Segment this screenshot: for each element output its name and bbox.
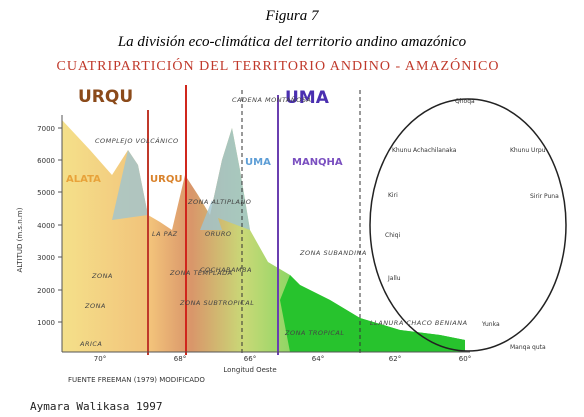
x-tick-label: 68° — [174, 355, 186, 363]
zone-label: COCHABAMBA — [200, 266, 252, 274]
zone-label: ZONA SUBTROPICAL — [179, 299, 254, 307]
zone-label: LLANURA CHACO BENIANA — [370, 319, 468, 327]
zone-label: LA PAZ — [152, 230, 178, 238]
region: MANQHA — [292, 157, 343, 168]
heading: CUATRIPARTICIÓN DEL TERRITORIO ANDINO - … — [57, 57, 500, 74]
cycle-label: Chiqi — [385, 232, 400, 239]
zone-label: ZONA TEMPLADA — [169, 269, 233, 277]
cycle-ellipse — [369, 98, 567, 352]
zone-label: CADENA MONTAÑOSA — [232, 95, 311, 104]
cycle-label: Manqa quta — [510, 344, 546, 351]
zone-label: ZONA — [91, 272, 113, 280]
x-tick-label: 70° — [94, 355, 106, 363]
x-title: Longitud Oeste — [223, 366, 276, 374]
region: UMA — [285, 88, 330, 108]
x-tick-label: 66° — [244, 355, 256, 363]
cycle-label: Khunu Urpu — [510, 147, 546, 154]
cycle-label: Jallu — [387, 275, 401, 282]
y-tick-label: 7000 — [37, 125, 55, 133]
cycle-label: Yunka — [481, 321, 500, 328]
zone-label: COMPLEJO VOLCÁNICO — [95, 136, 179, 145]
zone-label: ZONA ALTIPLANO — [187, 198, 251, 206]
cycle-label: Kiri — [388, 192, 398, 199]
y-tick-label: 1000 — [37, 319, 55, 327]
zone-label: ZONA — [84, 302, 106, 310]
figure-label: Figura 7 — [265, 8, 320, 24]
source: FUENTE FREEMAN (1979) MODIFICADO — [68, 376, 205, 384]
x-tick-label: 62° — [389, 355, 401, 363]
y-tick-label: 5000 — [37, 189, 55, 197]
x-tick-label: 64° — [312, 355, 324, 363]
y-title: ALTITUD (m.s.n.m) — [16, 207, 24, 272]
x-tick-label: 60° — [459, 355, 471, 363]
snow-peaks — [112, 128, 250, 230]
region: ALATA — [66, 174, 101, 185]
zone-label: ARICA — [79, 340, 102, 348]
y-tick-label: 2000 — [37, 287, 55, 295]
lowland — [280, 275, 465, 352]
caption: La división eco-climática del territorio… — [117, 34, 467, 50]
cycle-label: Khunu Achachilanaka — [392, 147, 457, 154]
zone-label: ORURO — [205, 230, 232, 238]
zone-label: ZONA SUBANDINA — [299, 249, 367, 257]
y-tick-label: 3000 — [37, 254, 55, 262]
region: URQU — [150, 174, 182, 185]
cycle-label: Qhoqa — [455, 98, 475, 105]
credit: Aymara Walikasa 1997 — [30, 400, 162, 413]
y-tick-label: 4000 — [37, 222, 55, 230]
region: UMA — [245, 157, 271, 168]
y-tick-label: 6000 — [37, 157, 55, 165]
cycle-label: Sirir Puna — [530, 193, 559, 200]
terrain — [62, 120, 465, 352]
zone-label: ZONA TROPICAL — [284, 329, 345, 337]
region: URQU — [78, 87, 133, 107]
